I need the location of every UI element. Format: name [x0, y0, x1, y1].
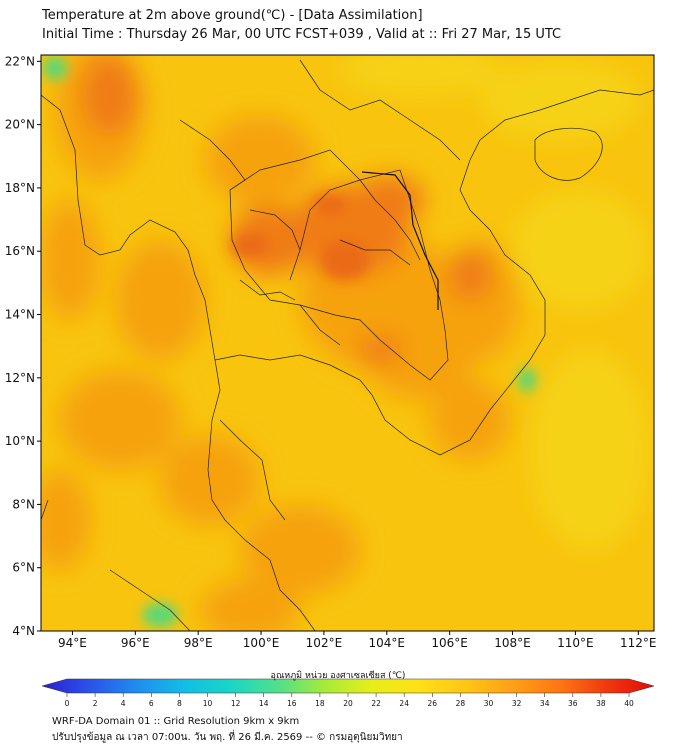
lon-tick-label: 98°E	[184, 636, 213, 650]
lon-tick-label: 96°E	[121, 636, 150, 650]
borders	[41, 59, 654, 631]
lat-tick-label: 10°N	[5, 434, 35, 448]
lon-tick-label: 94°E	[58, 636, 87, 650]
lon-tick-label: 106°E	[431, 636, 468, 650]
colorbar-tick-label: 34	[540, 699, 550, 708]
colorbar-tick-label: 32	[512, 699, 522, 708]
lon-tick-label: 112°E	[620, 636, 657, 650]
footer-model-info: WRF-DA Domain 01 :: Grid Resolution 9km …	[52, 716, 300, 727]
longitude-axis: 94°E 96°E 98°E 100°E 102°E 104°E 106°E 108°E 110…	[58, 631, 657, 650]
colorbar-tick-label: 24	[399, 699, 409, 708]
lon-tick-label: 104°E	[369, 636, 406, 650]
colorbar-tick-label: 18	[315, 699, 325, 708]
lon-tick-label: 100°E	[243, 636, 280, 650]
lat-tick-label: 18°N	[5, 181, 35, 195]
lat-tick-label: 16°N	[5, 244, 35, 258]
colorbar-tick-label: 26	[428, 699, 438, 708]
colorbar-tick-label: 22	[371, 699, 381, 708]
lon-tick-label: 110°E	[557, 636, 594, 650]
colorbar-tick-label: 40	[624, 699, 634, 708]
colorbar-tick-label: 6	[149, 699, 154, 708]
colorbar-tick-label: 38	[596, 699, 606, 708]
lat-tick-label: 6°N	[12, 561, 35, 575]
lat-tick-label: 14°N	[5, 308, 35, 322]
map-title: Temperature at 2m above ground(℃) - [Dat…	[42, 8, 423, 23]
colorbar-tick-label: 20	[343, 699, 353, 708]
latitude-axis: 22°N 20°N 18°N 16°N 14°N 12°N 10°N 8°N 6°N 4°N	[5, 54, 41, 638]
lat-tick-label: 8°N	[12, 497, 35, 511]
colorbar-label: อุณหภูมิ หน่วย องศาเซลเซียส (℃)	[270, 671, 406, 681]
lat-tick-label: 22°N	[5, 54, 35, 68]
colorbar-tick-label: 2	[93, 699, 98, 708]
colorbar-ticks: 0 2 4 6 8 10 12 14 16 18 20 22 24 26 28 30 32 34 36 38 40	[65, 693, 634, 708]
lat-tick-label: 4°N	[12, 624, 35, 638]
footer-update-info: ปรับปรุงข้อมูล ณ เวลา 07:00น. วัน พฤ. ที…	[52, 732, 403, 743]
lat-tick-label: 12°N	[5, 371, 35, 385]
colorbar-tick-label: 10	[203, 699, 213, 708]
lon-tick-label: 102°E	[306, 636, 343, 650]
colorbar-tick-label: 30	[484, 699, 494, 708]
map-subtitle: Initial Time : Thursday 26 Mar, 00 UTC F…	[42, 27, 562, 42]
lon-tick-label: 108°E	[494, 636, 531, 650]
temperature-map: 22°N 20°N 18°N 16°N 14°N 12°N 10°N 8°N 6°N 4°N 94…	[5, 54, 657, 708]
colorbar-tick-label: 0	[65, 699, 70, 708]
temperature-field	[41, 55, 654, 631]
map-frame	[40, 54, 655, 632]
colorbar-tick-label: 8	[177, 699, 182, 708]
colorbar-tick-label: 12	[231, 699, 241, 708]
colorbar-tick-label: 4	[121, 699, 126, 708]
colorbar-tick-label: 14	[259, 699, 269, 708]
colorbar: 0 2 4 6 8 10 12 14 16 18 20 22 24 26 28 30 32 34 36 38 40	[41, 678, 655, 708]
colorbar-tick-label: 28	[456, 699, 466, 708]
colorbar-tick-label: 16	[287, 699, 297, 708]
lat-tick-label: 20°N	[5, 118, 35, 132]
colorbar-tick-label: 36	[568, 699, 578, 708]
